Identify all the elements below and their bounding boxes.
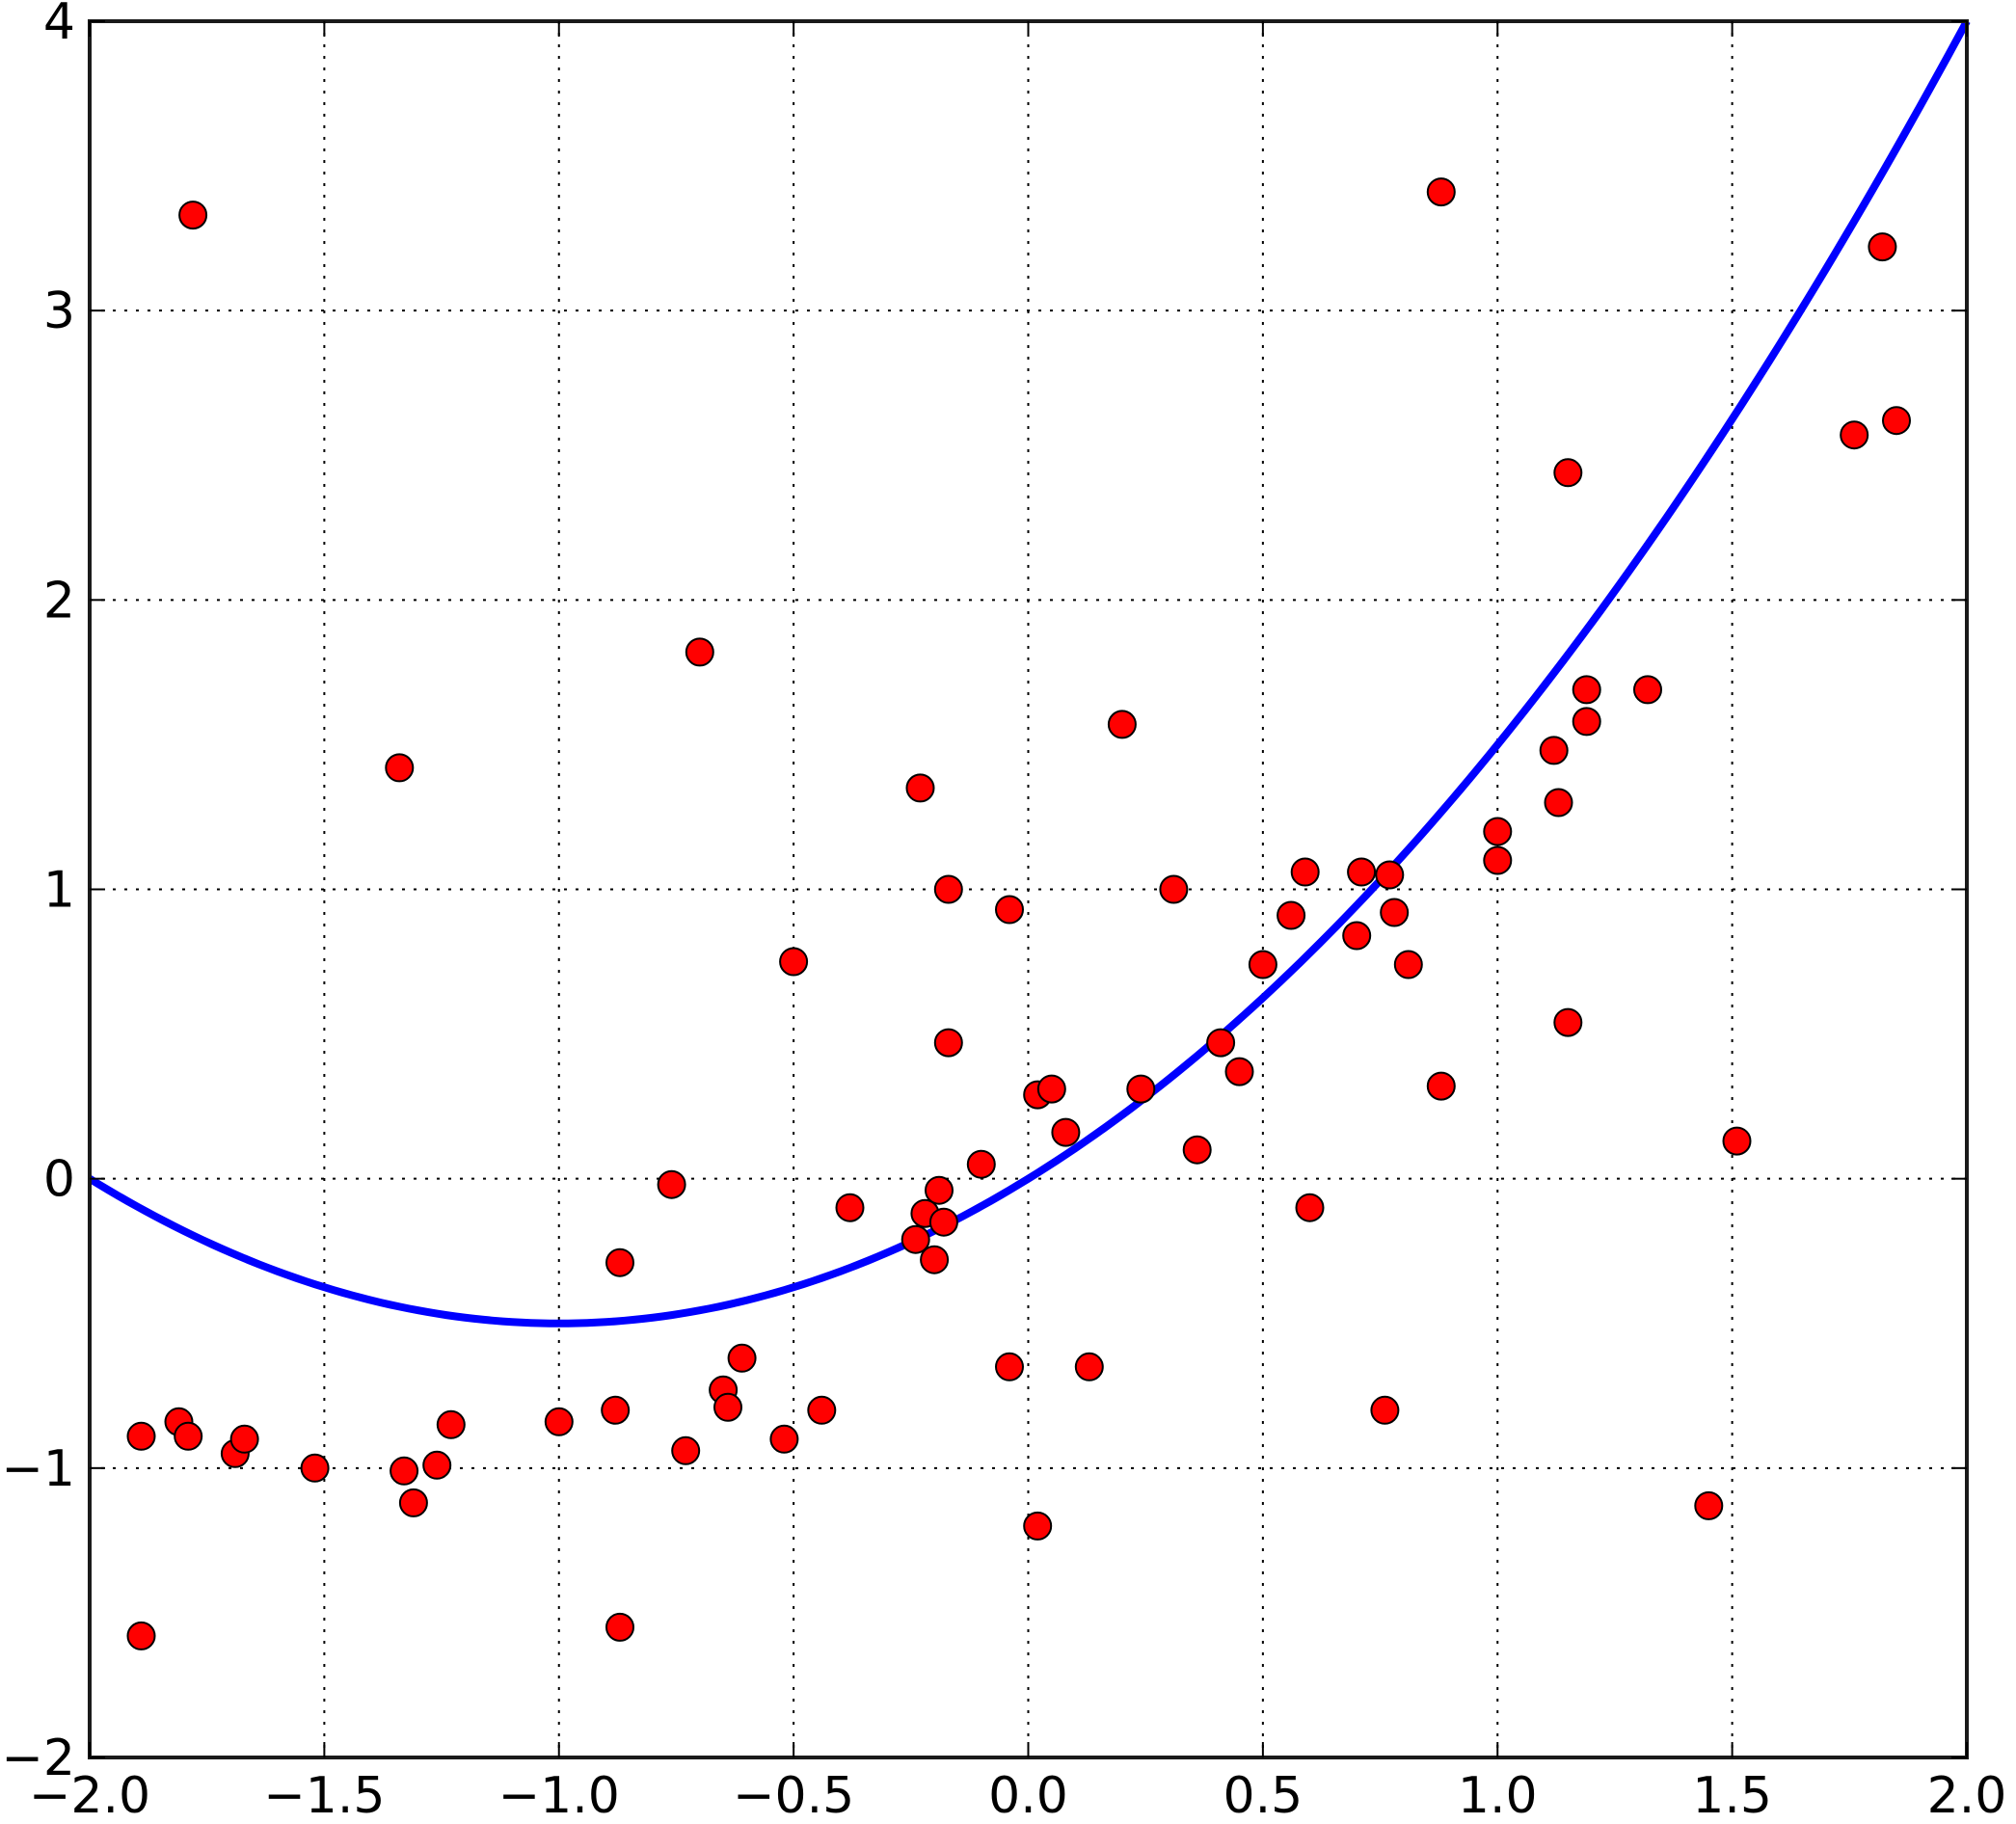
grid-lines [90,21,1967,1757]
data-point [1633,675,1662,705]
data-point [1868,232,1897,262]
data-point [126,1621,156,1650]
data-point [601,1395,631,1425]
data-point [126,1421,156,1451]
data-point [1426,1071,1456,1101]
data-point [1370,1395,1400,1425]
y-tick-label: 3 [43,282,75,340]
data-point [1722,1126,1752,1156]
data-point [1375,860,1405,890]
data-point [1023,1511,1053,1541]
data-point [1224,1057,1254,1086]
y-tick-label: 1 [43,862,75,920]
x-tick-label: 1.0 [1458,1767,1538,1824]
data-point [385,753,415,783]
data-point [1277,900,1306,930]
data-point [1248,950,1277,979]
data-point [1159,874,1189,904]
data-point [178,201,208,230]
data-point [605,1247,634,1277]
data-point [905,773,935,803]
fit-curve-layer [87,19,1971,1328]
data-point [174,1421,203,1451]
data-point [422,1450,452,1480]
data-point [1426,177,1456,207]
x-tick-label: 0.0 [988,1767,1068,1824]
data-point [1483,845,1513,875]
y-tick-label: 4 [43,0,75,51]
data-point [933,1028,963,1058]
data-point [1342,921,1372,951]
x-tick-label: 1.5 [1692,1767,1772,1824]
data-point [1295,1193,1325,1222]
data-point [1553,1007,1583,1037]
y-tick-label: 0 [43,1151,75,1209]
data-point [900,1224,930,1254]
data-point [933,874,963,904]
data-points [126,177,1911,1650]
y-tick-label: 2 [43,572,75,630]
data-point [1107,710,1137,739]
data-point [1036,1074,1066,1104]
data-point [1882,406,1911,436]
x-tick-label: 2.0 [1927,1767,2007,1824]
data-point [928,1207,958,1237]
data-point [1380,898,1410,927]
data-point [995,1352,1024,1381]
data-point [713,1392,742,1422]
data-point [925,1175,954,1205]
data-point [1572,675,1601,705]
data-point [398,1488,428,1517]
data-point [1572,707,1601,737]
data-point [300,1453,330,1483]
data-point [671,1435,701,1465]
data-point [1840,420,1869,450]
data-point [920,1245,950,1274]
fit-curve [87,19,1971,1328]
data-point [966,1149,996,1179]
data-point [657,1169,686,1199]
data-point [1290,857,1320,887]
axis-ticks [89,20,1968,1758]
data-point [779,947,809,977]
x-tick-label: 0.5 [1223,1767,1304,1824]
x-tick-label: −1.5 [263,1767,385,1824]
data-point [1074,1352,1104,1381]
data-point [835,1193,865,1222]
y-tick-labels: −2 −1 0 1 2 3 4 [1,0,75,1787]
x-tick-label: −0.5 [733,1767,854,1824]
data-point [1182,1135,1212,1165]
data-point [807,1395,837,1425]
data-point [769,1424,799,1454]
data-point [605,1612,634,1642]
data-point [1393,950,1423,979]
data-point [1694,1490,1724,1520]
data-point [436,1409,466,1439]
x-tick-label: −1.0 [498,1767,620,1824]
data-point [1126,1074,1156,1104]
data-point [685,637,714,667]
data-point [1553,458,1583,488]
data-point [1539,736,1569,765]
data-point [995,895,1024,925]
data-point [1206,1028,1236,1058]
data-point [1051,1117,1081,1147]
data-point [1544,788,1573,818]
x-tick-labels: −2.0 −1.5 −1.0 −0.5 0.0 0.5 1.0 1.5 2.0 [29,1767,2006,1824]
data-point [229,1424,259,1454]
data-point [1347,857,1377,887]
y-tick-label: −1 [1,1440,75,1498]
data-point [390,1456,419,1486]
y-tick-label: −2 [1,1730,75,1787]
data-point [727,1343,757,1373]
x-tick-label: −2.0 [29,1767,150,1824]
data-point [544,1407,574,1436]
data-point [1483,817,1513,846]
